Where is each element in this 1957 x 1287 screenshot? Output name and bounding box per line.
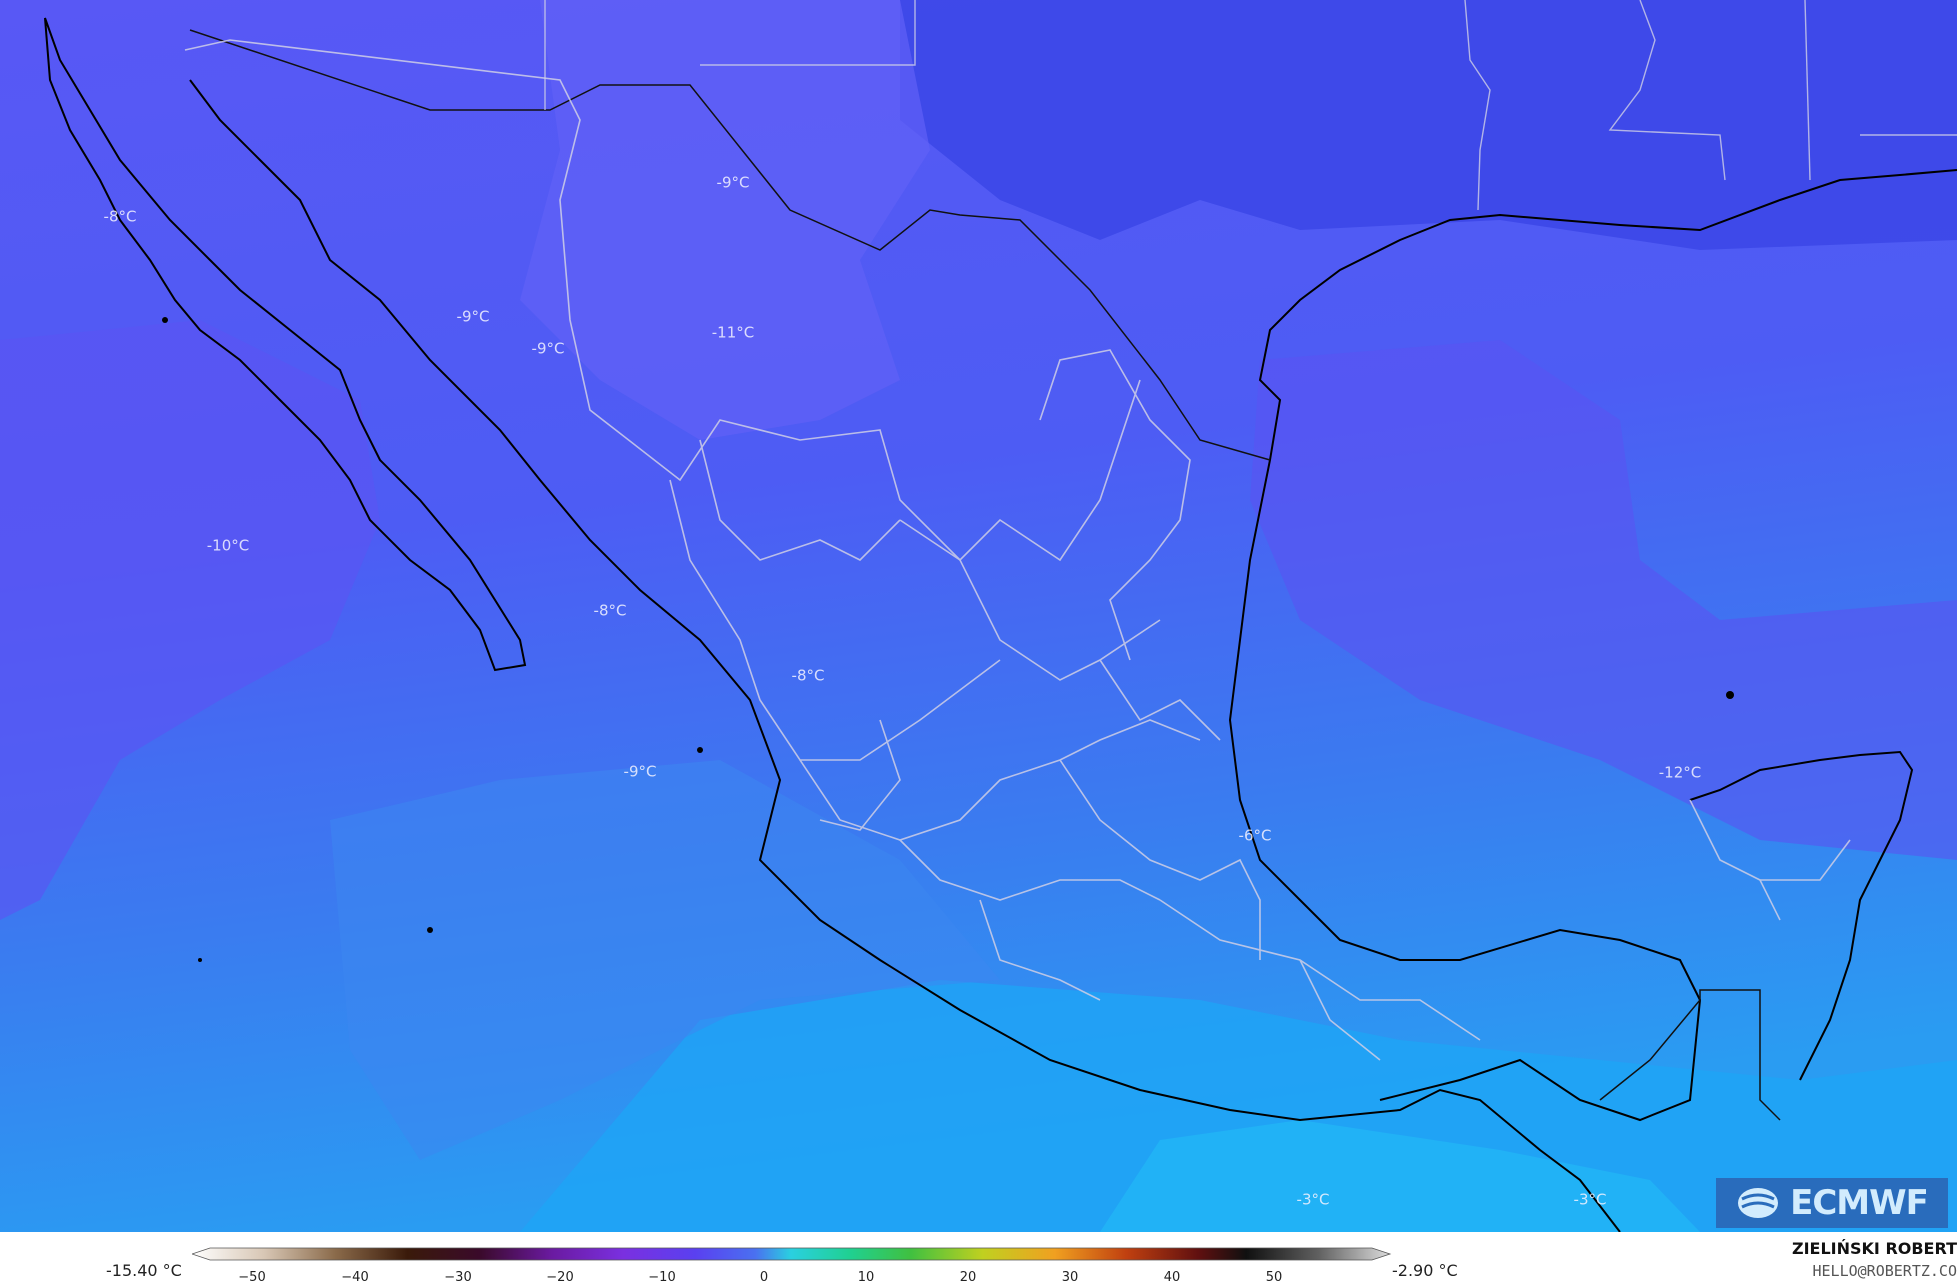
tick-label: 10: [858, 1270, 875, 1285]
temperature-labels: -8°C -9°C -9°C -9°C -11°C -10°C -8°C -8°…: [104, 174, 1702, 1209]
temp-label: -8°C: [104, 208, 137, 226]
coastline-mainland-west: [189, 79, 1621, 1233]
color-scale-bar: [192, 1247, 1392, 1261]
temp-label: -10°C: [207, 537, 249, 555]
temp-label: -9°C: [624, 763, 657, 781]
color-scale-ticks: −50 −40 −30 −20 −10 0 10 20 30 40 50: [238, 1270, 1282, 1285]
temp-label: -12°C: [1659, 764, 1701, 782]
tick-label: −10: [648, 1270, 675, 1285]
cold-zone-north: [520, 0, 930, 440]
coastline-yucatan: [1689, 750, 1914, 1081]
tick-label: 30: [1062, 1270, 1079, 1285]
tick-label: 0: [760, 1270, 768, 1285]
tick-label: −40: [341, 1270, 368, 1285]
credit-email: HELLO@ROBERTZ.CO: [1812, 1262, 1957, 1280]
legend-max-value: -2.90 °C: [1392, 1261, 1458, 1280]
temp-label: -11°C: [712, 324, 754, 342]
cold-zone-west: [0, 320, 380, 920]
tick-label: 50: [1266, 1270, 1283, 1285]
ecmwf-logo: ECMWF: [1716, 1178, 1948, 1228]
tick-label: −30: [444, 1270, 471, 1285]
cold-zone-northeast: [900, 0, 1957, 250]
mid-zone-pacific: [330, 760, 1000, 1160]
temp-label: -8°C: [792, 667, 825, 685]
tick-label: 20: [960, 1270, 977, 1285]
coastline-baja: [44, 17, 527, 672]
temp-label: -9°C: [532, 340, 565, 358]
border-guatemala: [1599, 989, 1781, 1121]
temp-label: -3°C: [1574, 1191, 1607, 1209]
temp-label: -6°C: [1239, 827, 1272, 845]
temp-label: -8°C: [594, 602, 627, 620]
temp-label: -9°C: [717, 174, 750, 192]
logo-text: ECMWF: [1790, 1183, 1929, 1223]
tick-label: −50: [238, 1270, 265, 1285]
credit-name: ZIELIŃSKI ROBERT: [1791, 1239, 1957, 1258]
cold-zone-gulf: [1250, 340, 1957, 860]
color-scale: −50 −40 −30 −20 −10 0 10 20 30 40 50: [192, 1247, 1392, 1285]
islands: [162, 317, 1734, 962]
border-us-mexico: [189, 29, 1271, 461]
ecmwf-logo-icon: [1738, 1188, 1779, 1218]
tick-label: −20: [546, 1270, 573, 1285]
temp-label: -3°C: [1297, 1191, 1330, 1209]
tick-label: 40: [1164, 1270, 1181, 1285]
map-canvas: -8°C -9°C -9°C -9°C -11°C -10°C -8°C -8°…: [0, 0, 1957, 1233]
warm-zone-south: [520, 980, 1957, 1232]
us-state-borders: [544, 0, 1957, 211]
coastline-gulf: [1228, 169, 1957, 1122]
warm-zone-southeast: [1100, 1120, 1700, 1232]
state-borders: [184, 39, 1851, 1061]
legend-min-value: -15.40 °C: [106, 1261, 182, 1280]
temp-label: -9°C: [457, 308, 490, 326]
temperature-map: -8°C -9°C -9°C -9°C -11°C -10°C -8°C -8°…: [0, 0, 1957, 1233]
